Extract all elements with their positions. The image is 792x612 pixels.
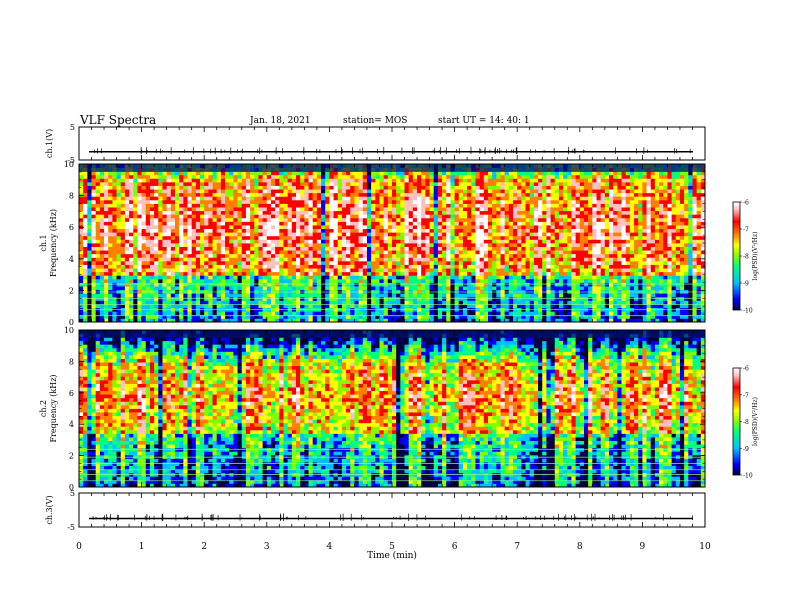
ch1-spectrogram-colorbar-label: log(PSD)(V²/Hz) [752,232,759,281]
ch2-spectrogram-axes [78,329,706,488]
x-tick-label: 6 [452,542,458,552]
ch1-waveform-ylabel: ch.1(V) [45,129,54,158]
ch3-waveform-ytick-label: -5 [67,523,75,532]
x-tick-label: 0 [76,542,82,552]
ch2-spectrogram-colorbar-tick-label: -9 [743,446,749,453]
ch2-spectrogram-colorbar-tick-label: -10 [743,473,753,480]
ch3-waveform-ytick-label: 5 [70,489,75,498]
ch1-spectrogram-ytick-label: 2 [69,286,74,295]
ch1-spectrogram-axes [78,163,706,323]
ch2-spectrogram-colorbar [732,367,742,476]
x-tick-label: 9 [640,542,646,552]
x-tick-label: 1 [139,542,145,552]
ch2-spectrogram-ytick-label: 4 [69,420,74,429]
ch3-waveform-ylabel: ch.3(V) [45,495,54,524]
ch2-spectrogram-colorbar-tick-label: -8 [743,419,749,426]
ch1-spectrogram-colorbar-tick-label: -8 [743,254,749,261]
x-tick-label: 5 [389,542,395,552]
x-tick-label: 2 [201,542,207,552]
ch2-spectrogram-ytick-label: 8 [69,357,74,366]
ch2-spectrogram-ytick-label: 10 [64,326,74,335]
ch2-spectrogram-ylabel-frequency: Frequency (kHz) [49,374,58,442]
x-tick-label: 3 [264,542,270,552]
x-tick-label: 4 [327,542,333,552]
ch1-waveform-ytick-label: -5 [67,156,75,165]
ch1-spectrogram-ylabel-frequency: Frequency (kHz) [49,209,58,277]
ch2-spectrogram-ytick-label: 6 [69,389,74,398]
ch1-spectrogram-colorbar-tick-label: -7 [743,227,749,234]
ch1-spectrogram-ytick-label: 4 [69,255,74,264]
ch1-spectrogram-colorbar [732,201,742,311]
ch1-spectrogram-ytick-label: 10 [64,160,74,169]
ch1-spectrogram-ytick-label: 0 [69,318,74,327]
ch2-spectrogram-ytick-label: 2 [69,452,74,461]
ch1-spectrogram-ylabel-channel: ch.1 [39,234,48,251]
date-label: Jan. 18, 2021 [250,116,311,126]
ch2-spectrogram-ytick-label: 0 [69,483,74,492]
figure-title: VLF Spectra [80,113,157,127]
ch1-spectrogram-ytick-label: 8 [69,192,74,201]
start-time-label: start UT = 14: 40: 1 [438,116,530,126]
ch1-spectrogram-colorbar-tick-label: -9 [743,281,749,288]
x-tick-label: 8 [577,542,583,552]
ch1-spectrogram-ytick-label: 6 [69,223,74,232]
ch2-spectrogram-colorbar-label: log(PSD)(V²/Hz) [752,397,759,446]
ch1-waveform-axes [78,126,706,161]
x-tick-label: 7 [514,542,520,552]
x-tick-label: 10 [699,542,711,552]
ch2-spectrogram-ylabel-channel: ch.2 [39,400,48,417]
x-axis-label: Time (min) [367,550,417,561]
ch1-spectrogram-colorbar-tick-label: -10 [743,308,753,315]
ch2-spectrogram-colorbar-tick-label: -7 [743,392,749,399]
ch3-waveform-axes [78,492,706,528]
spectrogram-ch1-cells [79,164,706,323]
ch1-spectrogram-colorbar-tick-label: -6 [743,200,749,207]
station-label: station= MOS [343,116,408,126]
ch1-waveform-ytick-label: 5 [70,123,75,132]
spectrogram-ch2-cells [79,330,706,488]
ch2-spectrogram-colorbar-tick-label: -6 [743,366,749,373]
